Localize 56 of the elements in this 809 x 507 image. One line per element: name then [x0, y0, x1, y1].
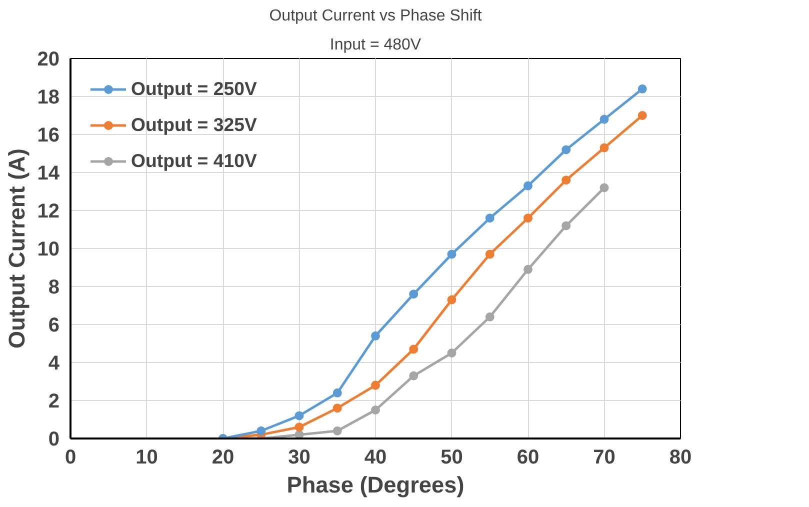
y-tick-label: 20 [37, 48, 60, 70]
point [332, 388, 342, 398]
legend-label: Output = 250V [131, 78, 257, 100]
y-tick-label: 12 [37, 200, 60, 222]
point [524, 214, 532, 223]
point [638, 111, 647, 120]
y-tick-label: 10 [37, 238, 60, 260]
point [294, 411, 304, 420]
y-axis-title: Output Current (A) [3, 148, 30, 349]
x-axis-title: Phase (Degrees) [286, 472, 464, 498]
y-tick-label: 6 [48, 314, 60, 336]
legend-label: Output = 410V [131, 150, 257, 172]
point [485, 312, 494, 322]
x-tick-label: 20 [212, 446, 234, 468]
point [485, 250, 494, 259]
point [371, 331, 380, 340]
x-tick-label: 50 [440, 446, 463, 468]
point [294, 422, 304, 432]
x-tick-label: 40 [364, 446, 387, 468]
y-tick-label: 18 [37, 86, 60, 108]
chart-title: Output Current vs Phase Shift [269, 8, 482, 24]
point [562, 221, 571, 230]
point [256, 426, 266, 436]
y-tick-label: 4 [48, 352, 60, 374]
point [562, 145, 571, 154]
y-tick-label: 2 [48, 390, 60, 412]
point [562, 176, 571, 185]
point [485, 214, 494, 223]
y-tick-label: 16 [37, 124, 60, 146]
x-tick-label: 60 [516, 446, 540, 468]
point [600, 114, 609, 124]
point [371, 406, 380, 414]
x-tick-label: 0 [64, 446, 76, 468]
x-tick-label: 10 [136, 446, 158, 468]
point [447, 348, 456, 358]
point [409, 344, 418, 354]
point [371, 380, 380, 390]
y-tick-label: 14 [37, 162, 60, 184]
x-tick-label: 30 [288, 446, 310, 468]
legend-label: Output = 325V [131, 114, 257, 136]
point [447, 250, 456, 259]
point [447, 295, 456, 304]
y-tick-label: 0 [48, 428, 60, 450]
x-tick-label: 80 [669, 446, 692, 468]
point [600, 143, 609, 152]
point [409, 290, 418, 299]
point [332, 426, 342, 436]
chart-subtitle: Input = 480V [330, 36, 422, 54]
point [638, 84, 647, 94]
point [332, 404, 342, 413]
point [409, 371, 418, 380]
point [524, 181, 532, 190]
point [524, 264, 532, 274]
x-tick-label: 70 [593, 446, 616, 468]
point [600, 183, 609, 192]
y-tick-label: 8 [48, 276, 60, 298]
